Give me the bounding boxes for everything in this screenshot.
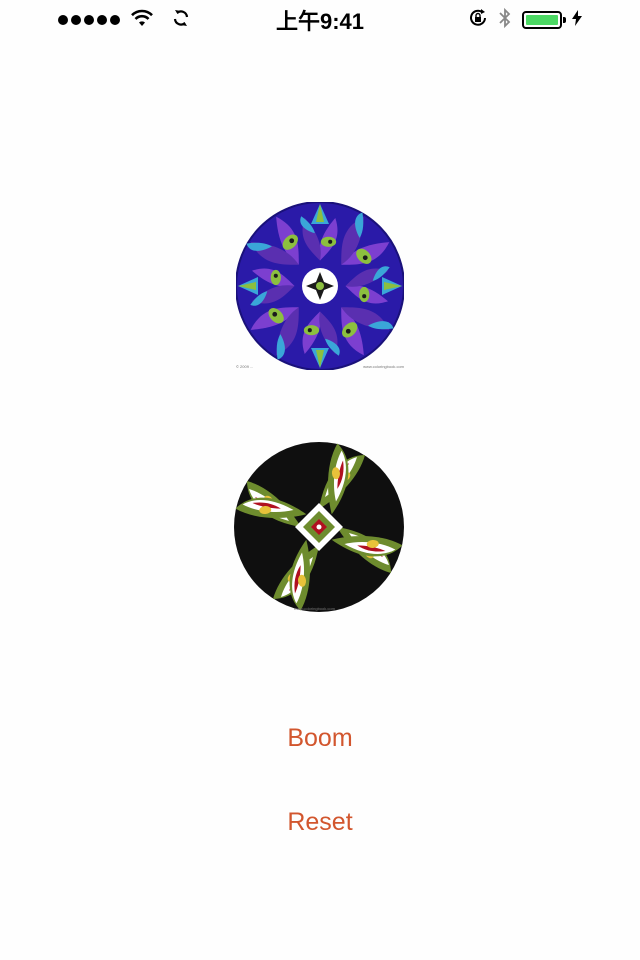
image-caption: www.coloringbook.com [294,606,335,611]
sync-icon [172,8,190,33]
orientation-lock-icon [468,8,488,33]
reset-button[interactable]: Reset [287,808,353,836]
boom-button[interactable]: Boom [287,724,353,752]
status-bar: 上午9:41 [0,0,640,40]
battery-icon [522,11,566,29]
status-right [468,7,582,34]
status-left [58,8,190,33]
image-caption-left: © 2009 ... [236,364,254,369]
charging-bolt-icon [572,9,582,31]
signal-dots-icon [58,15,120,25]
wifi-icon [130,9,154,32]
mandala-image-blue: © 2009 ... www.coloringbook.com [235,201,405,371]
bluetooth-icon [498,7,512,34]
mandala-image-red: www.coloringbook.com [234,442,404,612]
status-time: 上午9:41 [275,9,365,34]
image-caption-right: www.coloringbook.com [363,364,404,369]
